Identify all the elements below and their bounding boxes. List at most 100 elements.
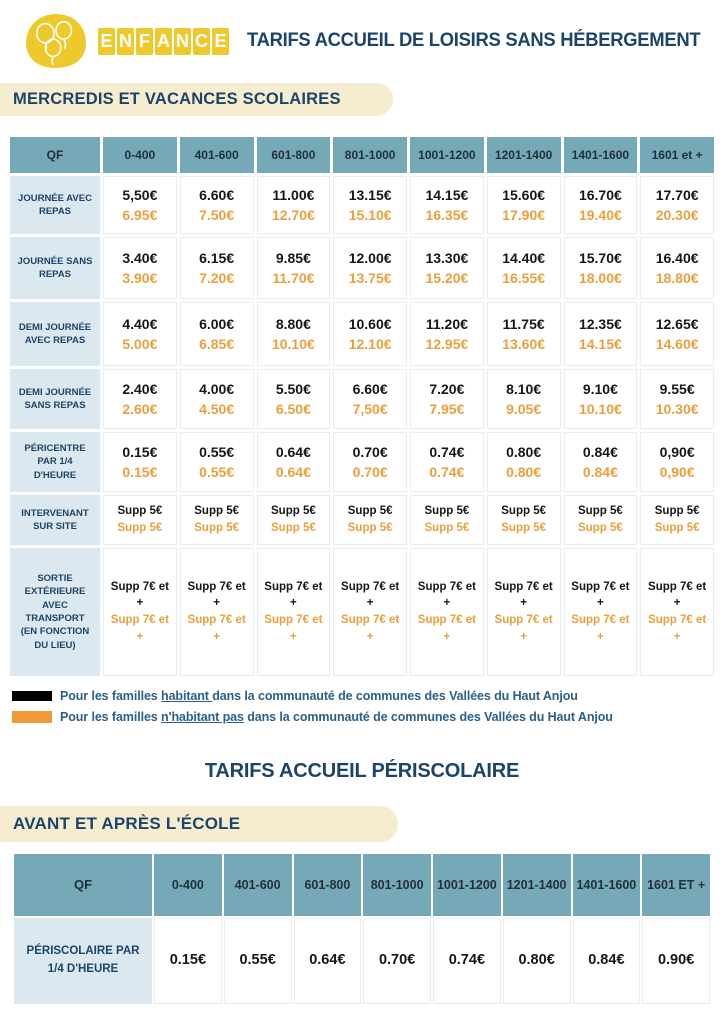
tarifs-mercredis-table: QF 0-400 401-600 601-800 801-1000 1001-1200 12… bbox=[10, 137, 714, 676]
price-cell: 6.15€ 7.20€ bbox=[179, 237, 254, 299]
resident-price: Supp 7€ et + bbox=[648, 580, 707, 610]
price-cell: 0.74€ bbox=[433, 918, 501, 1004]
price-cell: 5,50€ 6.95€ bbox=[103, 176, 177, 234]
price-cell: 11.00€ 12.70€ bbox=[256, 176, 331, 234]
column-header: 601-800 bbox=[256, 137, 331, 173]
non-resident-price: 12.70€ bbox=[271, 207, 315, 223]
price-cell: 11.75€ 13.60€ bbox=[486, 302, 561, 366]
non-resident-price: Supp 5€ bbox=[578, 522, 623, 534]
resident-price: 11.75€ bbox=[502, 315, 545, 332]
column-header: 1601 et + bbox=[640, 137, 714, 173]
resident-price: 0.15€ bbox=[122, 443, 158, 460]
resident-price: Supp 5€ bbox=[654, 505, 700, 518]
price-cell: Supp 7€ et + Supp 7€ et + bbox=[179, 548, 254, 676]
price-cell: Supp 5€ Supp 5€ bbox=[333, 495, 407, 545]
resident-price: 0.74€ bbox=[429, 443, 465, 460]
price-cell: 0.64€ 0.64€ bbox=[256, 432, 331, 492]
non-resident-price: Supp 5€ bbox=[424, 522, 470, 534]
non-resident-price: 0.74€ bbox=[429, 464, 465, 480]
non-resident-price: Supp 7€ et + bbox=[110, 614, 169, 643]
legend-resident-text: Pour les familles habitant dans la commu… bbox=[60, 689, 578, 703]
price-cell: 6.60€ 7,50€ bbox=[333, 369, 407, 429]
resident-price: 13.15€ bbox=[348, 186, 392, 203]
price-cell: 14.15€ 16.35€ bbox=[410, 176, 484, 234]
legend-non-resident-suffix: dans la communauté de communes des Vallé… bbox=[243, 710, 613, 724]
non-resident-price: Supp 5€ bbox=[194, 522, 239, 534]
resident-price: Supp 5€ bbox=[194, 505, 239, 518]
legend-resident-prefix: Pour les familles bbox=[60, 689, 162, 703]
resident-price: 4.40€ bbox=[122, 315, 158, 332]
row-label: DEMI JOURNÉE AVEC REPAS bbox=[10, 302, 100, 366]
price-cell: Supp 5€ Supp 5€ bbox=[179, 495, 254, 545]
non-resident-price: Supp 5€ bbox=[117, 522, 163, 534]
resident-price: Supp 7€ et + bbox=[571, 580, 630, 610]
logo-letter: N bbox=[174, 27, 191, 55]
price-cell: Supp 5€ Supp 5€ bbox=[563, 495, 638, 545]
banner-avant-apres-ecole: AVANT ET APRÈS L'ÉCOLE bbox=[0, 806, 398, 842]
non-resident-price: Supp 7€ et + bbox=[187, 614, 246, 643]
non-resident-price: 18.00€ bbox=[578, 270, 622, 286]
column-header: 1001-1200 bbox=[433, 854, 501, 916]
resident-price: 0,90€ bbox=[659, 443, 695, 460]
resident-price: Supp 5€ bbox=[501, 505, 546, 518]
resident-price: 9.10€ bbox=[582, 380, 618, 397]
price-cell: 13.15€ 15.10€ bbox=[333, 176, 407, 234]
logo-letter: E bbox=[212, 27, 229, 55]
row-label: PÉRICENTRE PAR 1/4 D'HEURE bbox=[10, 432, 100, 492]
resident-price: 12.65€ bbox=[655, 315, 699, 332]
resident-price: Supp 5€ bbox=[578, 505, 623, 518]
non-resident-price: 0.70€ bbox=[352, 464, 388, 480]
price-cell: 12.35€ 14.15€ bbox=[563, 302, 638, 366]
non-resident-price: 17.90€ bbox=[502, 207, 546, 223]
column-header: 1401-1600 bbox=[563, 137, 638, 173]
price-cell: Supp 5€ Supp 5€ bbox=[410, 495, 484, 545]
resident-price: 9.55€ bbox=[659, 380, 695, 397]
price-cell: 6.60€ 7.50€ bbox=[179, 176, 254, 234]
price-cell: 16.70€ 19.40€ bbox=[563, 176, 638, 234]
tarifs-periscolaire-table: QF 0-400 401-600 601-800 801-1000 1001-1200 12… bbox=[14, 854, 710, 1004]
price-cell: 0.84€ bbox=[572, 918, 641, 1004]
non-resident-price: 10.10€ bbox=[271, 336, 315, 352]
resident-price: 15.60€ bbox=[502, 186, 546, 203]
non-resident-price: Supp 7€ et + bbox=[417, 614, 476, 643]
resident-price: Supp 7€ et + bbox=[187, 580, 246, 610]
resident-price: 17.70€ bbox=[655, 186, 699, 203]
column-header: 0-400 bbox=[154, 854, 222, 916]
column-header: 1201-1400 bbox=[502, 854, 571, 916]
resident-price: 15.70€ bbox=[578, 249, 622, 266]
non-resident-price: 13.60€ bbox=[502, 336, 546, 352]
price-cell: 0.70€ 0.70€ bbox=[333, 432, 407, 492]
non-resident-price: 6.50€ bbox=[275, 401, 311, 417]
legend-non-resident-text: Pour les familles n'habitant pas dans la… bbox=[60, 710, 613, 724]
non-resident-price: Supp 7€ et + bbox=[648, 614, 707, 643]
column-header: 801-1000 bbox=[363, 854, 431, 916]
page-title: TARIFS ACCUEIL DE LOISIRS SANS HÉBERGEME… bbox=[247, 30, 701, 51]
non-resident-price: 0.64€ bbox=[275, 464, 311, 480]
logo-letter: E bbox=[98, 27, 115, 55]
non-resident-price: 0.84€ bbox=[582, 464, 618, 480]
row-label: INTERVENANT SUR SITE bbox=[10, 495, 100, 545]
column-header: 401-600 bbox=[179, 137, 254, 173]
price-cell: 12.00€ 13.75€ bbox=[333, 237, 407, 299]
non-resident-price: 7.95€ bbox=[429, 401, 465, 417]
non-resident-price: 16.35€ bbox=[425, 207, 469, 223]
resident-price: 11.20€ bbox=[425, 315, 468, 332]
price-cell: 8.10€ 9.05€ bbox=[486, 369, 561, 429]
resident-price: Supp 5€ bbox=[271, 505, 316, 518]
resident-price: 14.15€ bbox=[425, 186, 469, 203]
price-cell: 10.60€ 12.10€ bbox=[333, 302, 407, 366]
periscolaire-price: 0.80€ bbox=[518, 952, 555, 969]
price-cell: 2.40€ 2.60€ bbox=[103, 369, 177, 429]
price-cell: Supp 7€ et + Supp 7€ et + bbox=[103, 548, 177, 676]
price-cell: 5.50€ 6.50€ bbox=[256, 369, 331, 429]
legend-resident: Pour les familles habitant dans la commu… bbox=[12, 689, 724, 703]
non-resident-price: 19.40€ bbox=[578, 207, 622, 223]
column-header: 1601 ET + bbox=[642, 854, 710, 916]
price-cell: 3.40€ 3.90€ bbox=[103, 237, 177, 299]
non-resident-price: 10.30€ bbox=[655, 401, 699, 417]
legend-non-resident: Pour les familles n'habitant pas dans la… bbox=[12, 710, 724, 724]
periscolaire-price: 0.15€ bbox=[169, 952, 207, 969]
non-resident-price: Supp 7€ et + bbox=[264, 614, 323, 643]
non-resident-price: 4.50€ bbox=[199, 401, 235, 417]
